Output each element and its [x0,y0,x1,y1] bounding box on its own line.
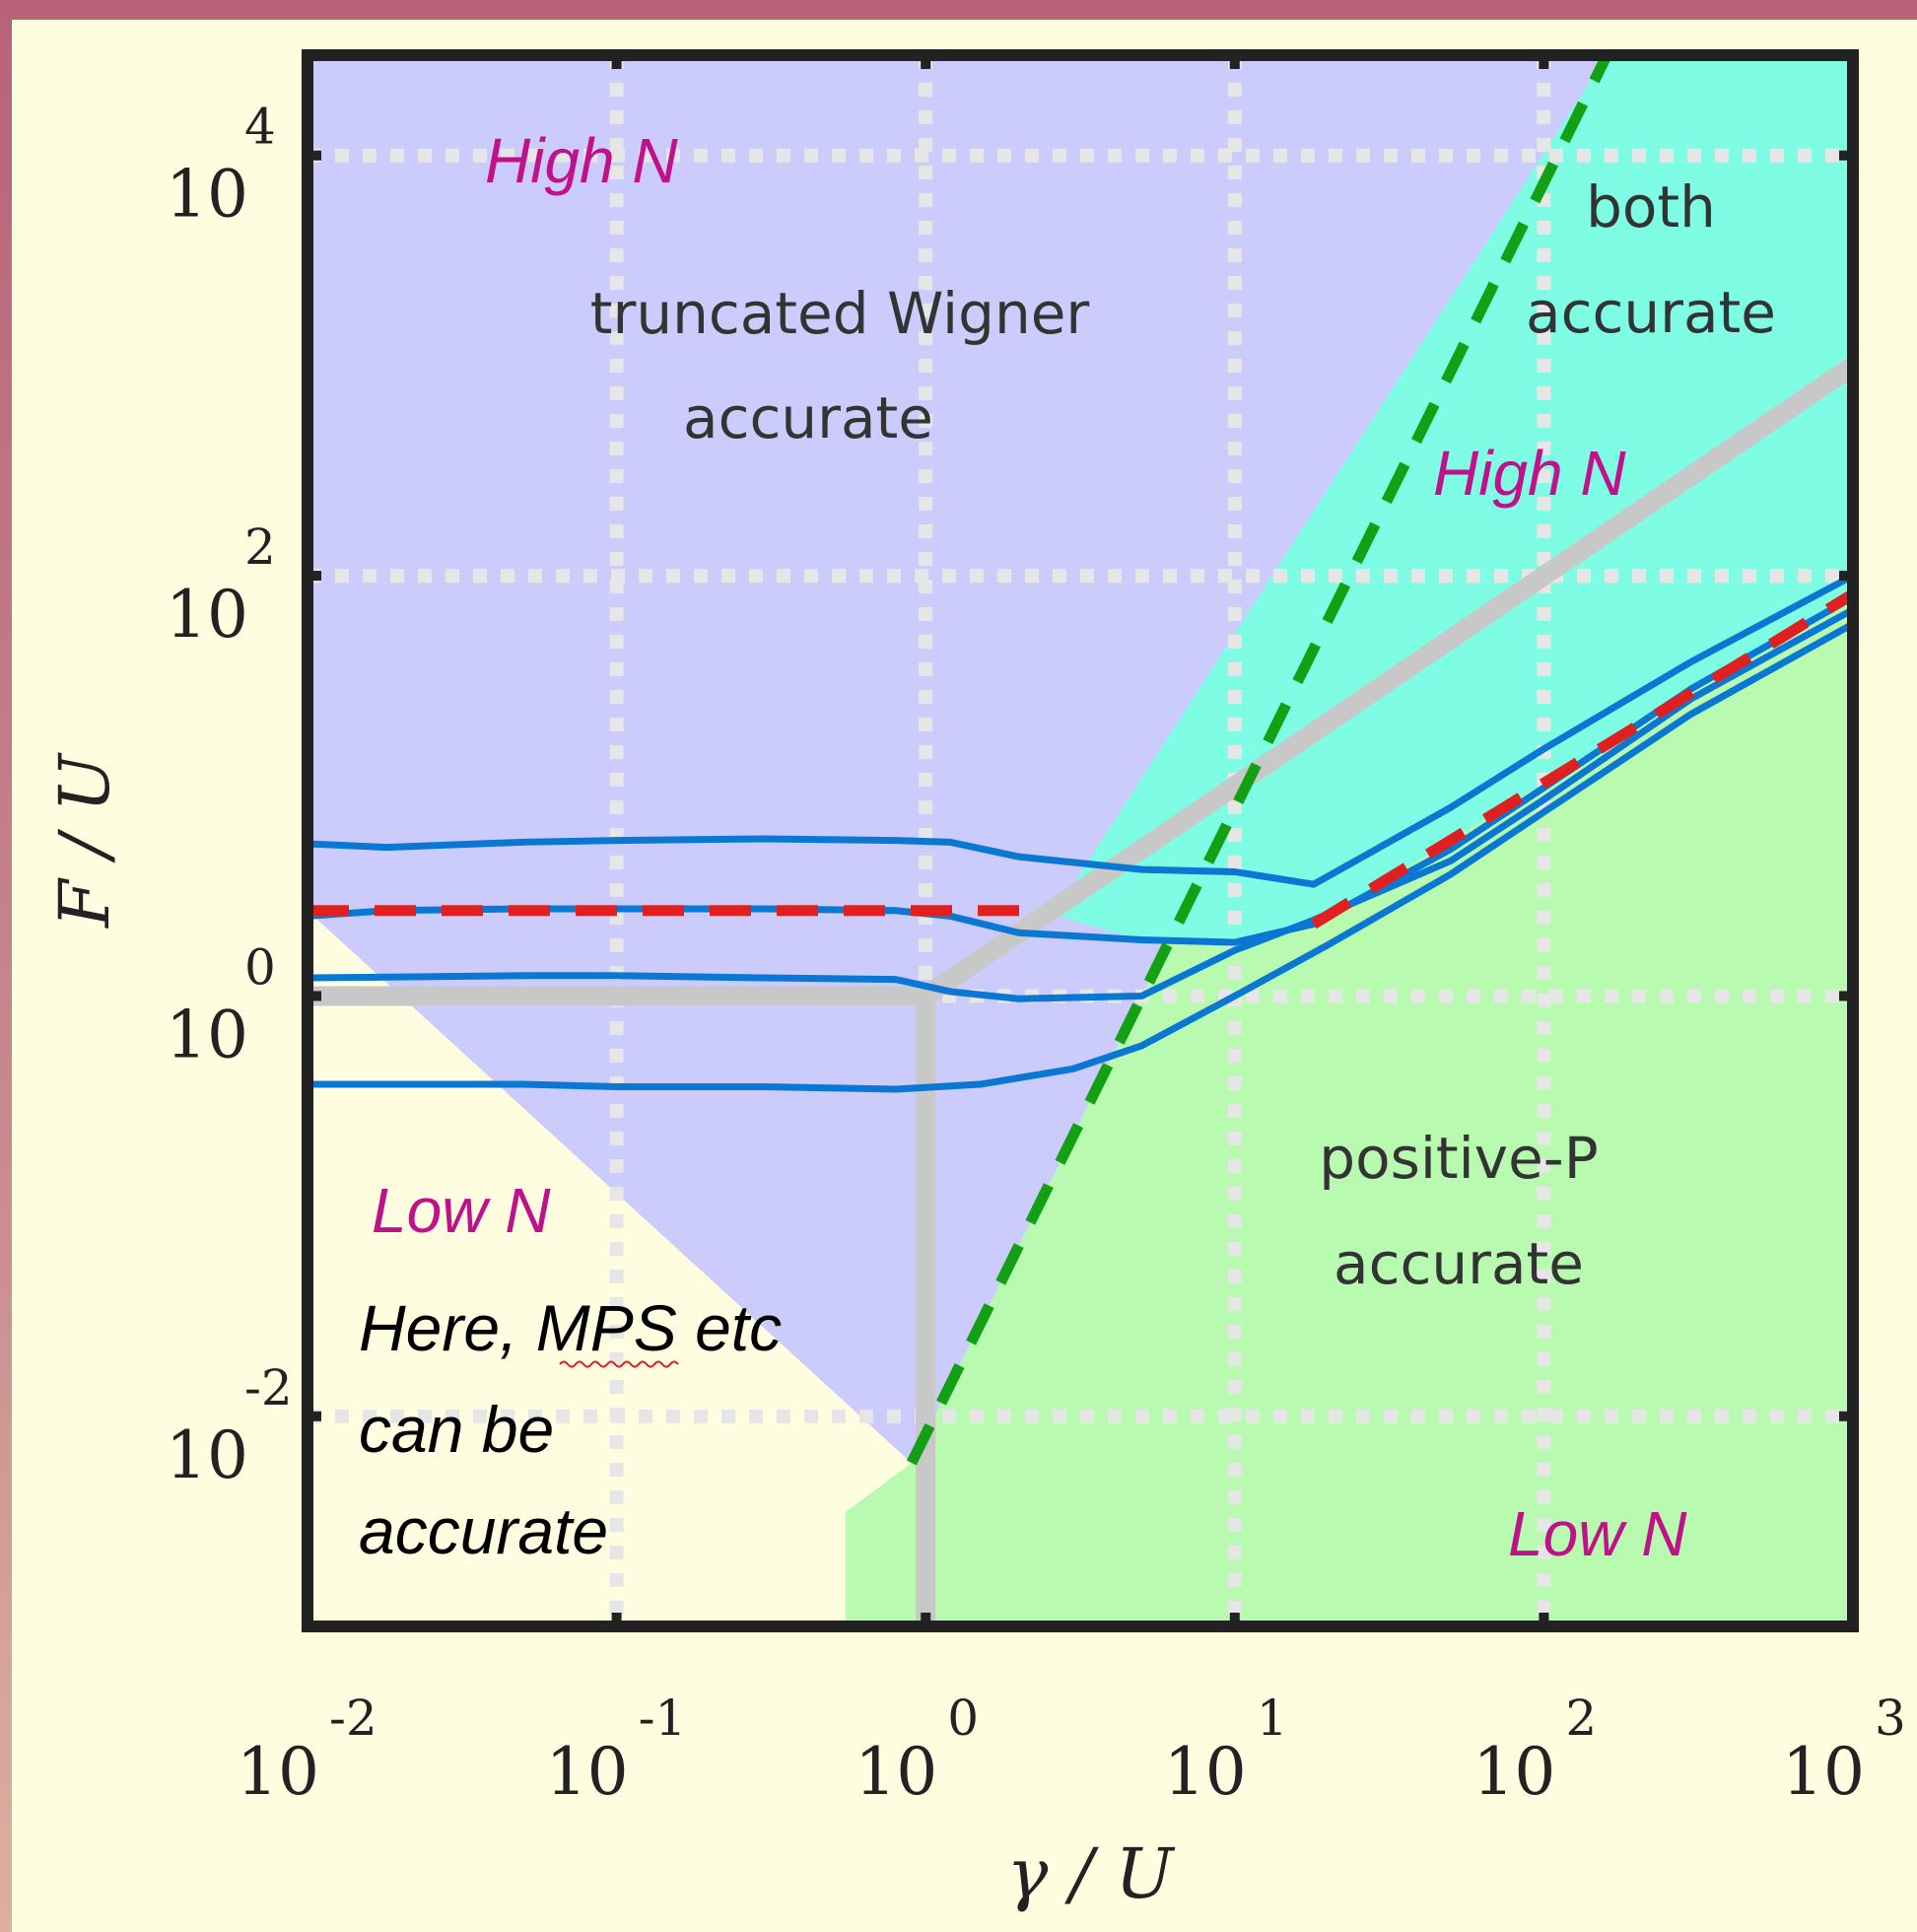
n-label-low-mps: Low N [372,1175,551,1246]
green-dashed-boundary [906,55,1612,1466]
y-tick-exponent: 0 [244,938,276,996]
n-label-high-both: High N [1433,438,1626,509]
red-dashed-asymptote [1310,588,1853,930]
note-line-3: accurate [359,1494,608,1567]
region-label-positive-p-2: accurate [1334,1230,1584,1297]
region-label-truncated-wigner: truncated Wigner [590,280,1090,347]
y-tick-exponent: 4 [244,99,276,156]
x-tick-label: 10 [546,1734,629,1810]
y-tick-label: 10 [166,1417,248,1493]
x-tick-exponent: 2 [1565,1690,1597,1747]
y-tick-label: 10 [166,997,248,1072]
x-tick-exponent: 3 [1875,1690,1906,1747]
plot-frame [302,49,1859,1632]
y-tick-label: 10 [166,577,248,653]
x-tick-exponent: -2 [329,1690,377,1747]
y-tick-exponent: 2 [244,518,276,576]
gray-boundary-line [920,357,1853,1004]
n-label-high-tw: High N [485,125,678,196]
x-tick-exponent: 1 [1257,1690,1288,1747]
y-tick-exponent: -2 [244,1359,293,1416]
x-axis-label: γ / U [1007,1833,1176,1914]
series-line-4 [308,620,1853,1093]
x-tick-label: 10 [855,1734,937,1810]
note-line-2: can be [359,1393,554,1466]
y-axis-label: F / U [44,752,125,930]
y-tick-label: 10 [166,157,248,233]
x-tick-label: 10 [1164,1734,1247,1810]
region-label-positive-p: positive-P [1319,1125,1598,1192]
region-label-truncated-wigner-2: accurate [683,384,933,451]
spellcheck-squiggle [559,1360,679,1368]
x-tick-exponent: 0 [947,1690,979,1747]
note-line-1: Here, MPS etc [359,1291,782,1364]
x-tick-exponent: -1 [639,1690,687,1747]
x-tick-label: 10 [1782,1734,1865,1810]
series-line-1 [308,572,1853,888]
n-label-low-pp: Low N [1508,1498,1687,1569]
region-label-both: both [1586,173,1716,241]
x-tick-label: 10 [1472,1734,1555,1810]
series-line-3 [308,606,1853,1002]
region-label-both-2: accurate [1526,279,1776,346]
x-tick-label: 10 [237,1734,319,1810]
